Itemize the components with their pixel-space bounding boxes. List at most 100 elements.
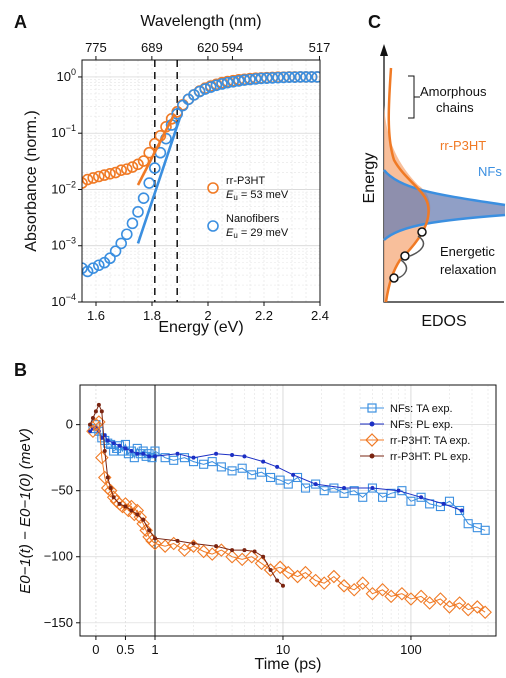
panel-a-y-tick-label: 100 — [57, 67, 76, 84]
panel-a-top-tick-label: 517 — [309, 40, 331, 55]
rr-ta-point — [196, 544, 211, 559]
panel-a-dashed-lines — [154, 60, 178, 302]
rr-ta-point — [414, 589, 428, 604]
rr-ta-point — [470, 600, 485, 614]
rr-pl-point — [252, 549, 257, 554]
nfs-pl-point — [342, 486, 347, 491]
relaxation-arrow-1 — [409, 235, 425, 257]
nanofiber-absorbance-point — [288, 71, 301, 83]
panel-label-b: B — [14, 360, 27, 380]
nanofiber-absorbance-point — [109, 245, 122, 257]
rr-ta-point — [327, 569, 341, 584]
nfs-ta-point — [480, 525, 490, 535]
panel-b-x-tick-label: 0 — [92, 642, 99, 657]
rr-ta-point — [347, 582, 361, 597]
nfs-ta-point — [358, 492, 368, 502]
rr-ta-point — [422, 596, 437, 610]
nfs-ta-point — [160, 453, 170, 463]
rr-ta-point — [433, 592, 448, 606]
nfs-pl-point — [99, 435, 104, 440]
rr-ta-point — [478, 605, 492, 619]
nfs-pl-point — [214, 451, 219, 456]
nfs-pl-point — [242, 454, 247, 459]
rr-ta-point — [136, 516, 150, 531]
rr-ta-point — [281, 565, 296, 580]
panel-label-a: A — [14, 12, 27, 32]
panel-c-x-axis-label: EDOS — [421, 313, 466, 330]
rr-pl-point — [268, 567, 273, 572]
nanofiber-absorbance-point — [132, 206, 144, 218]
nfs-pl-point — [291, 472, 296, 477]
amorphous-brace — [408, 75, 420, 119]
nanofiber-absorbance-point — [93, 259, 105, 272]
panel-b-y-tick-label: −100 — [44, 549, 73, 564]
rr-ta-point — [395, 586, 409, 601]
nfs-pl-point — [88, 429, 92, 434]
rr-p3ht-absorbance-point — [87, 172, 99, 184]
rr-ta-point — [205, 547, 220, 561]
panel-a-legend: rr-P3HT Eu = 53 meV Nanofibers Eu = 29 m… — [207, 175, 289, 240]
nanofiber-absorbance-point — [266, 72, 279, 84]
panel-b-y-tick-label: −50 — [51, 483, 73, 498]
rr-p3ht-absorbance-point — [137, 155, 150, 167]
rr-pl-point — [191, 541, 196, 546]
rr-pl-point — [280, 583, 285, 588]
nfs-pl-point — [105, 438, 110, 443]
nanofiber-absorbance-point — [272, 71, 284, 84]
legend-nfs-pl-label: NFs: PL exp. — [390, 419, 453, 431]
panel-a-y-tick-label: 10−3 — [51, 236, 76, 253]
panel-c-diagram: Amorphous chains rr-P3HT NFs Energetic r… — [361, 44, 506, 330]
panel-a-frame — [81, 59, 321, 303]
nanofiber-absorbance-point — [233, 75, 245, 87]
rr-ta-point — [177, 543, 192, 557]
nfs-pl-point — [141, 451, 146, 456]
nfs-pl-point — [370, 486, 375, 491]
nanofiber-absorbance-point — [82, 262, 88, 274]
amorphous-label-line1: Amorphous — [420, 84, 487, 99]
panel-c-y-arrow — [380, 44, 388, 56]
rr-pl-point — [275, 578, 280, 583]
panel-a-x-axis-label: Energy (eV) — [158, 319, 243, 336]
legend-nfs-ta-label: NFs: TA exp. — [390, 403, 453, 415]
nfs-pl-point — [129, 449, 134, 454]
rr-pl-point — [175, 538, 180, 543]
panel-label-c: C — [368, 12, 381, 32]
rr-pl-point — [102, 449, 107, 454]
nfs-ta-point — [319, 486, 329, 496]
nanofiber-absorbance-point — [221, 76, 234, 89]
rr-pl-point — [90, 416, 95, 421]
nanofiber-absorbance-point — [216, 78, 228, 90]
nanofiber-absorbance-point — [199, 83, 211, 95]
panel-b-y-axis-label: E0−1(t) − E0−1(0) (meV) — [17, 428, 34, 593]
rr-p3ht-dos-curve — [384, 67, 430, 303]
rr-pl-point — [261, 554, 266, 559]
rr-p3ht-absorbance-point — [82, 173, 94, 186]
nf-dos-label: NFs — [478, 164, 502, 179]
rr-ta-point — [124, 499, 139, 514]
nfs-ta-point — [349, 486, 359, 496]
panel-b-frame — [79, 384, 497, 637]
nfs-ta-point — [293, 472, 303, 483]
panel-b-y-tick-label: −150 — [44, 615, 73, 630]
rr-ta-point — [273, 560, 287, 575]
rr-p3ht-absorbance-point — [82, 177, 88, 189]
nf-dos-fill — [384, 170, 505, 240]
nfs-ta-point — [199, 459, 209, 469]
relaxation-label-line1: Energetic — [440, 244, 495, 259]
legend-rr-pl-marker — [369, 453, 375, 459]
nfs-ta-point — [266, 472, 276, 483]
nanofiber-absorbance-point — [87, 262, 99, 274]
nfs-pl-point — [441, 501, 446, 506]
nanofiber-absorbance-point — [300, 71, 312, 83]
nfs-pl-point — [175, 451, 180, 456]
nanofiber-absorbance-point — [294, 71, 307, 83]
panel-a-top-axis-label: Wavelength (nm) — [140, 13, 261, 30]
nanofiber-absorbance-point — [238, 74, 251, 86]
rr-pl-point — [111, 495, 116, 500]
nanofiber-urbach-fit — [136, 117, 182, 244]
nfs-pl-point — [111, 441, 116, 446]
nanofiber-absorbance-point — [82, 265, 94, 278]
panel-c-y-axis-label: Energy — [361, 153, 378, 204]
rr-pl-point — [99, 409, 104, 414]
nfs-ta-point — [283, 479, 293, 489]
